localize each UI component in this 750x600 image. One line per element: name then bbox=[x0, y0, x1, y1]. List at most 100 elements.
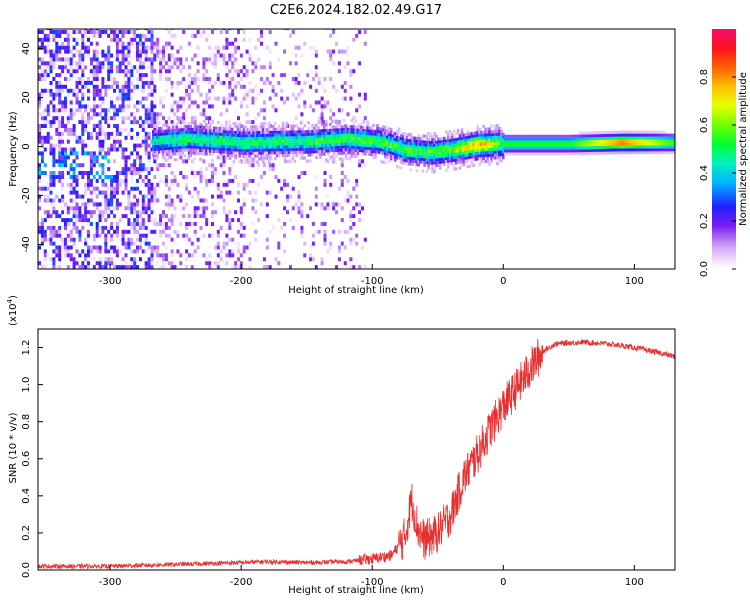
heatmap-cell-3736 bbox=[378, 150, 381, 154]
heatmap-cell-4345 bbox=[488, 148, 491, 151]
heatmap-cell-3677 bbox=[366, 143, 369, 147]
heatmap-cell-3670 bbox=[364, 137, 367, 141]
heatmap-cell-261 bbox=[58, 96, 62, 101]
heatmap-cell-3968 bbox=[421, 154, 424, 158]
heatmap-cell-412 bbox=[72, 257, 76, 262]
heatmap-cell-550 bbox=[84, 253, 88, 258]
heatmap-cell-55 bbox=[40, 92, 44, 97]
heatmap-cell-475 bbox=[75, 65, 79, 70]
heatmap-cell-698 bbox=[95, 131, 99, 136]
heatmap-cell-3346 bbox=[303, 139, 306, 142]
heatmap-cell-1579 bbox=[179, 194, 183, 199]
heatmap-cell-2465 bbox=[349, 214, 353, 219]
heatmap-cell-4076 bbox=[441, 160, 444, 164]
heatmap-cell-4535 bbox=[531, 134, 535, 138]
heatmap-cell-3085 bbox=[256, 142, 259, 146]
heatmap-cell-1766 bbox=[205, 182, 209, 187]
heatmap-cell-1282 bbox=[144, 73, 148, 78]
heatmap-cell-4220 bbox=[466, 159, 470, 163]
heatmap-cell-4647 bbox=[562, 134, 566, 138]
heatmap-cell-3988 bbox=[425, 158, 428, 162]
heatmap-cell-2790 bbox=[201, 146, 204, 150]
heatmap-cell-753 bbox=[101, 229, 105, 234]
heatmap-cell-1423 bbox=[159, 233, 163, 238]
heatmap-cell-253 bbox=[58, 143, 62, 148]
heatmap-cell-1513 bbox=[167, 30, 171, 34]
heatmap-cell-60 bbox=[40, 61, 44, 66]
heatmap-cell-3264 bbox=[287, 136, 291, 140]
heatmap-cell-2862 bbox=[214, 138, 218, 142]
heatmap-cell-3486 bbox=[330, 146, 334, 150]
heatmap-cell-4977 bbox=[647, 151, 651, 155]
heatmap-cell-1526 bbox=[170, 171, 174, 175]
heatmap-cell-2009 bbox=[237, 73, 240, 78]
heatmap-cell-1788 bbox=[208, 178, 212, 183]
heatmap-cell-3753 bbox=[380, 130, 383, 134]
heatmap-cell-191 bbox=[52, 108, 56, 113]
heatmap-cell-4501 bbox=[523, 152, 527, 156]
heatmap-cell-2420 bbox=[337, 69, 341, 74]
heatmap-cell-1303 bbox=[147, 182, 151, 187]
heatmap-cell-2012 bbox=[237, 41, 240, 46]
heatmap-cell-2586 bbox=[161, 132, 165, 136]
heatmap-cell-1979 bbox=[234, 175, 238, 179]
heatmap-cell-4210 bbox=[464, 156, 468, 160]
heatmap-cell-116 bbox=[46, 104, 50, 109]
heatmap-cell-3082 bbox=[256, 151, 259, 155]
heatmap-cell-3718 bbox=[374, 150, 377, 154]
heatmap-cell-4731 bbox=[586, 146, 590, 150]
heatmap-cell-926 bbox=[115, 186, 119, 191]
heatmap-cell-4369 bbox=[492, 144, 495, 148]
heatmap-cell-4194 bbox=[460, 136, 464, 140]
heatmap-cell-3534 bbox=[338, 137, 342, 140]
heatmap-cell-1711 bbox=[196, 69, 200, 74]
heatmap-cell-4142 bbox=[452, 158, 456, 162]
heatmap-cell-1565 bbox=[176, 108, 180, 113]
heatmap-cell-4504 bbox=[523, 143, 527, 147]
heatmap-cell-3883 bbox=[405, 159, 409, 163]
heatmap-cell-530 bbox=[81, 112, 85, 117]
heatmap-cell-4670 bbox=[570, 149, 574, 153]
heatmap-cell-4968 bbox=[643, 130, 647, 134]
heatmap-cell-194 bbox=[52, 92, 56, 97]
heatmap-cell-704 bbox=[95, 84, 99, 89]
heatmap-cell-2690 bbox=[181, 134, 185, 138]
heatmap-cell-3423 bbox=[319, 155, 322, 159]
heatmap-cell-1552 bbox=[173, 100, 177, 105]
heatmap-cell-511 bbox=[81, 249, 85, 254]
heatmap-cell-4243 bbox=[470, 155, 474, 159]
heatmap-cell-914 bbox=[115, 265, 119, 269]
heatmap-cell-3296 bbox=[293, 136, 297, 140]
heatmap-cell-893 bbox=[113, 190, 116, 195]
heatmap-cell-2580 bbox=[161, 150, 165, 154]
heatmap-cell-615 bbox=[87, 30, 90, 34]
heatmap-cell-1837 bbox=[213, 65, 217, 70]
heatmap-cell-2474 bbox=[349, 73, 353, 78]
heatmap-cell-162 bbox=[49, 49, 53, 54]
heatmap-cell-1180 bbox=[136, 57, 139, 62]
heatmap-cell-705 bbox=[95, 77, 99, 81]
heatmap-cell-150 bbox=[49, 120, 53, 125]
heatmap-cell-353 bbox=[66, 190, 70, 195]
heatmap-cell-374 bbox=[66, 30, 70, 34]
heatmap-cell-1386 bbox=[153, 120, 157, 125]
heatmap-cell-2779 bbox=[199, 149, 202, 152]
heatmap-cell-2747 bbox=[193, 157, 196, 161]
heatmap-cell-4458 bbox=[509, 134, 513, 138]
heatmap-cell-3845 bbox=[397, 145, 401, 149]
heatmap-cell-230 bbox=[55, 41, 59, 46]
heatmap-cell-4110 bbox=[446, 151, 450, 154]
heatmap-cell-2022 bbox=[239, 210, 243, 215]
heatmap-cell-4790 bbox=[600, 137, 603, 140]
heatmap-cell-4528 bbox=[529, 134, 533, 138]
heatmap-cell-1700 bbox=[196, 210, 200, 215]
heatmap-cell-1691 bbox=[193, 77, 197, 81]
heatmap-cell-4230 bbox=[466, 129, 470, 133]
heatmap-cell-1569 bbox=[176, 80, 180, 85]
heatmap-cell-74 bbox=[43, 214, 47, 219]
heatmap-cell-3605 bbox=[352, 148, 356, 152]
heatmap-cell-2438 bbox=[343, 229, 347, 234]
heatmap-cell-4411 bbox=[498, 127, 501, 130]
heatmap-cell-888 bbox=[113, 245, 116, 250]
heatmap-cell-4760 bbox=[592, 131, 595, 135]
